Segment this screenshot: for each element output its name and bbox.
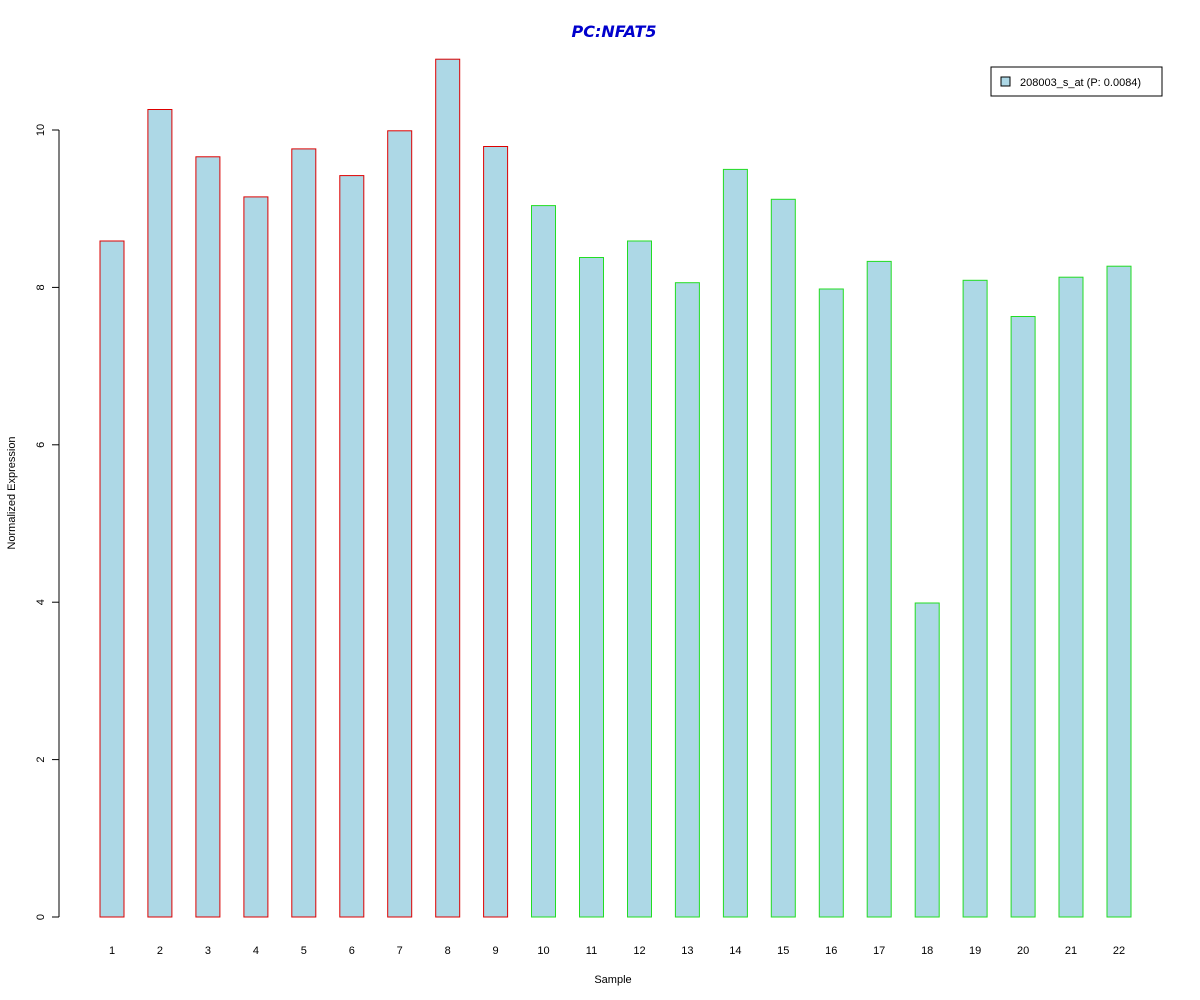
legend-box	[990, 66, 1163, 97]
bars-group	[99, 58, 1132, 918]
bar-sample-18	[914, 602, 940, 918]
x-axis-label: Sample	[594, 974, 631, 986]
bar-sample-21	[1058, 276, 1084, 918]
bar-sample-16	[818, 288, 844, 918]
x-tick-label: 6	[349, 945, 355, 957]
bar-sample-17	[866, 260, 892, 918]
bar-sample-4	[243, 196, 269, 918]
x-tick-label: 8	[445, 945, 451, 957]
bar-sample-3	[195, 156, 221, 918]
bar-sample-11	[579, 257, 604, 918]
x-tick-label: 5	[301, 945, 307, 957]
x-tick-label: 22	[1113, 945, 1125, 957]
x-tick-label: 11	[586, 945, 597, 957]
bar-sample-10	[531, 205, 556, 918]
x-tick-label: 21	[1065, 945, 1077, 957]
x-tick-label: 1	[109, 945, 115, 957]
bar-sample-1	[99, 240, 125, 918]
x-tick-label: 2	[157, 945, 163, 957]
bar-sample-14	[722, 168, 748, 918]
bar-sample-2	[147, 109, 173, 918]
bar-sample-8	[435, 58, 461, 918]
legend-label: 208003_s_at (P: 0.0084)	[1020, 77, 1141, 89]
x-tick-label: 12	[633, 945, 645, 957]
y-axis-label: Normalized Expression	[6, 436, 18, 549]
legend: 208003_s_at (P: 0.0084)	[990, 66, 1163, 97]
x-tick-label: 20	[1017, 945, 1029, 957]
bar-sample-15	[770, 198, 796, 918]
x-tick-label: 9	[493, 945, 499, 957]
chart-title: PC:NFAT5	[571, 22, 656, 41]
y-tick-label: 4	[35, 599, 47, 605]
x-tick-label: 7	[397, 945, 403, 957]
bar-sample-5	[291, 148, 317, 918]
x-tick-labels: 1 2 3 4 5 6 7 8 9 10 11 12 13 14 15 16 17 18 19 20 21 22	[109, 945, 1125, 957]
x-tick-label: 19	[969, 945, 981, 957]
x-tick-label: 18	[921, 945, 933, 957]
bar-sample-6	[339, 175, 365, 918]
bar-sample-9	[483, 146, 509, 918]
y-tick-label: 2	[35, 757, 47, 763]
legend-swatch	[1000, 76, 1011, 87]
x-tick-label: 4	[253, 945, 259, 957]
x-tick-label: 16	[825, 945, 837, 957]
y-tick-label: 8	[35, 284, 47, 290]
y-tick-label: 10	[35, 124, 47, 136]
x-tick-label: 3	[205, 945, 211, 957]
y-tick-label: 6	[35, 442, 47, 448]
bar-sample-20	[1010, 316, 1036, 918]
bar-sample-12	[627, 240, 652, 918]
bar-sample-19	[962, 279, 988, 918]
x-tick-label: 17	[873, 945, 885, 957]
x-tick-label: 10	[537, 945, 549, 957]
y-axis: 0 2 4 6 8 10	[35, 124, 60, 920]
bar-sample-7	[387, 130, 413, 918]
x-tick-label: 15	[777, 945, 789, 957]
bar-sample-13	[674, 282, 700, 918]
x-tick-label: 14	[729, 945, 741, 957]
x-tick-label: 13	[681, 945, 693, 957]
y-tick-label: 0	[35, 914, 47, 920]
bar-sample-22	[1106, 265, 1132, 918]
